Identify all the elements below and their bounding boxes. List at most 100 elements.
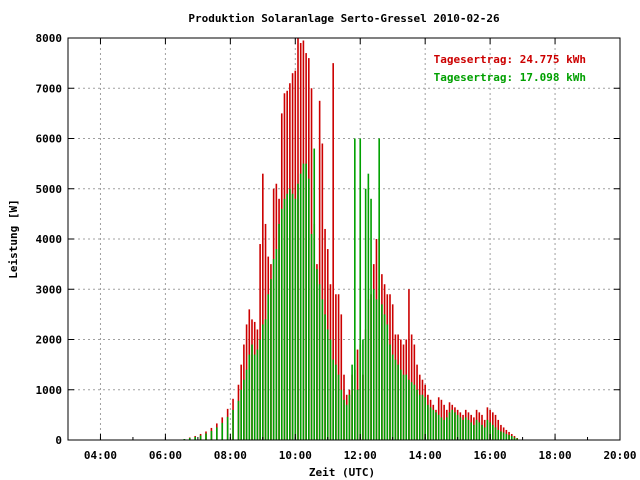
bar-green — [216, 427, 218, 440]
x-tick-label: 20:00 — [603, 449, 636, 462]
bar-green — [429, 407, 432, 440]
bar-green — [264, 319, 267, 440]
bar-green — [440, 417, 443, 440]
bar-green — [435, 412, 437, 440]
bar-green — [510, 435, 513, 440]
bar-green — [362, 339, 364, 440]
bar-green — [326, 329, 329, 440]
bar-green — [210, 430, 213, 440]
bar-green — [400, 369, 402, 440]
bar-green — [232, 409, 234, 440]
y-tick-label: 0 — [55, 434, 62, 447]
bar-green — [391, 354, 394, 440]
bar-green — [494, 427, 497, 440]
bar-green — [351, 364, 353, 441]
bar-green — [270, 279, 272, 440]
x-tick-label: 08:00 — [214, 449, 247, 462]
bar-green — [492, 424, 494, 440]
y-tick-label: 8000 — [36, 32, 63, 45]
x-axis-label: Zeit (UTC) — [309, 466, 375, 479]
bar-green — [324, 314, 326, 441]
y-tick-label: 1000 — [36, 384, 63, 397]
bar-green — [280, 208, 283, 440]
y-axis-label: Leistung [W] — [7, 199, 20, 278]
bar-green — [378, 138, 380, 440]
y-tick-label: 4000 — [36, 233, 63, 246]
bar-green — [432, 409, 435, 440]
bar-green — [448, 412, 451, 440]
bar-green — [483, 427, 486, 440]
bar-green — [475, 419, 478, 440]
x-tick-label: 16:00 — [474, 449, 507, 462]
bar-green — [394, 359, 397, 440]
bar-green — [329, 339, 332, 440]
bar-green — [381, 304, 383, 440]
bar-green — [421, 394, 424, 440]
chart-title: Produktion Solaranlage Serto-Gressel 201… — [188, 12, 500, 25]
bar-green — [489, 422, 491, 440]
bar-green — [299, 173, 302, 440]
bar-green — [408, 379, 410, 440]
bar-green — [413, 384, 416, 440]
bar-green — [340, 389, 343, 440]
legend-entry-red: Tagesertrag: 24.775 kWh — [434, 53, 586, 66]
bar-green — [332, 359, 334, 440]
bar-green — [497, 429, 500, 440]
bar-green — [446, 417, 448, 440]
bar-green — [253, 354, 256, 440]
bar-red — [318, 100, 321, 440]
bar-green — [456, 414, 459, 441]
bar-green — [272, 259, 275, 440]
bar-green — [370, 198, 372, 440]
bar-green — [199, 435, 202, 440]
bar-green — [310, 233, 313, 440]
bar-red — [408, 289, 410, 440]
bar-green — [248, 354, 251, 440]
bar-green — [262, 324, 264, 440]
bar-green — [418, 394, 421, 440]
bar-green — [237, 400, 240, 440]
bar-green — [348, 394, 351, 440]
bar-green — [427, 404, 429, 440]
x-tick-label: 06:00 — [149, 449, 182, 462]
bar-green — [291, 193, 294, 440]
bar-green — [302, 163, 305, 441]
bar-green — [410, 382, 413, 440]
bar-green — [516, 438, 518, 440]
bar-green — [259, 339, 261, 440]
bar-green — [267, 294, 270, 440]
bar-green — [275, 249, 278, 440]
bar-green — [402, 374, 405, 440]
bar-green — [451, 409, 454, 440]
bar-green — [335, 364, 337, 441]
bar-green — [188, 437, 191, 440]
x-tick-label: 12:00 — [344, 449, 377, 462]
bar-green — [397, 364, 399, 441]
bar-green — [313, 148, 316, 441]
bar-marks — [183, 38, 518, 441]
bar-green — [221, 422, 224, 440]
bar-green — [464, 417, 467, 440]
bar-green — [294, 198, 297, 440]
bar-green — [416, 389, 418, 440]
bar-green — [345, 404, 348, 440]
bar-green — [289, 188, 291, 440]
x-tick-label: 18:00 — [538, 449, 571, 462]
bar-green — [467, 419, 470, 440]
bar-green — [278, 223, 280, 440]
bar-green — [454, 412, 456, 440]
bar-green — [470, 422, 472, 440]
bar-green — [508, 434, 510, 440]
y-tick-label: 2000 — [36, 334, 63, 347]
y-tick-label: 3000 — [36, 283, 63, 296]
bar-green — [283, 198, 286, 440]
bar-green — [386, 324, 389, 440]
bar-red — [332, 63, 334, 441]
x-tick-label: 04:00 — [84, 449, 117, 462]
bar-green — [286, 193, 288, 440]
bar-green — [343, 399, 345, 440]
bar-green — [205, 433, 207, 440]
bar-green — [424, 397, 426, 440]
bar-green — [502, 432, 505, 440]
bar-green — [226, 416, 229, 440]
